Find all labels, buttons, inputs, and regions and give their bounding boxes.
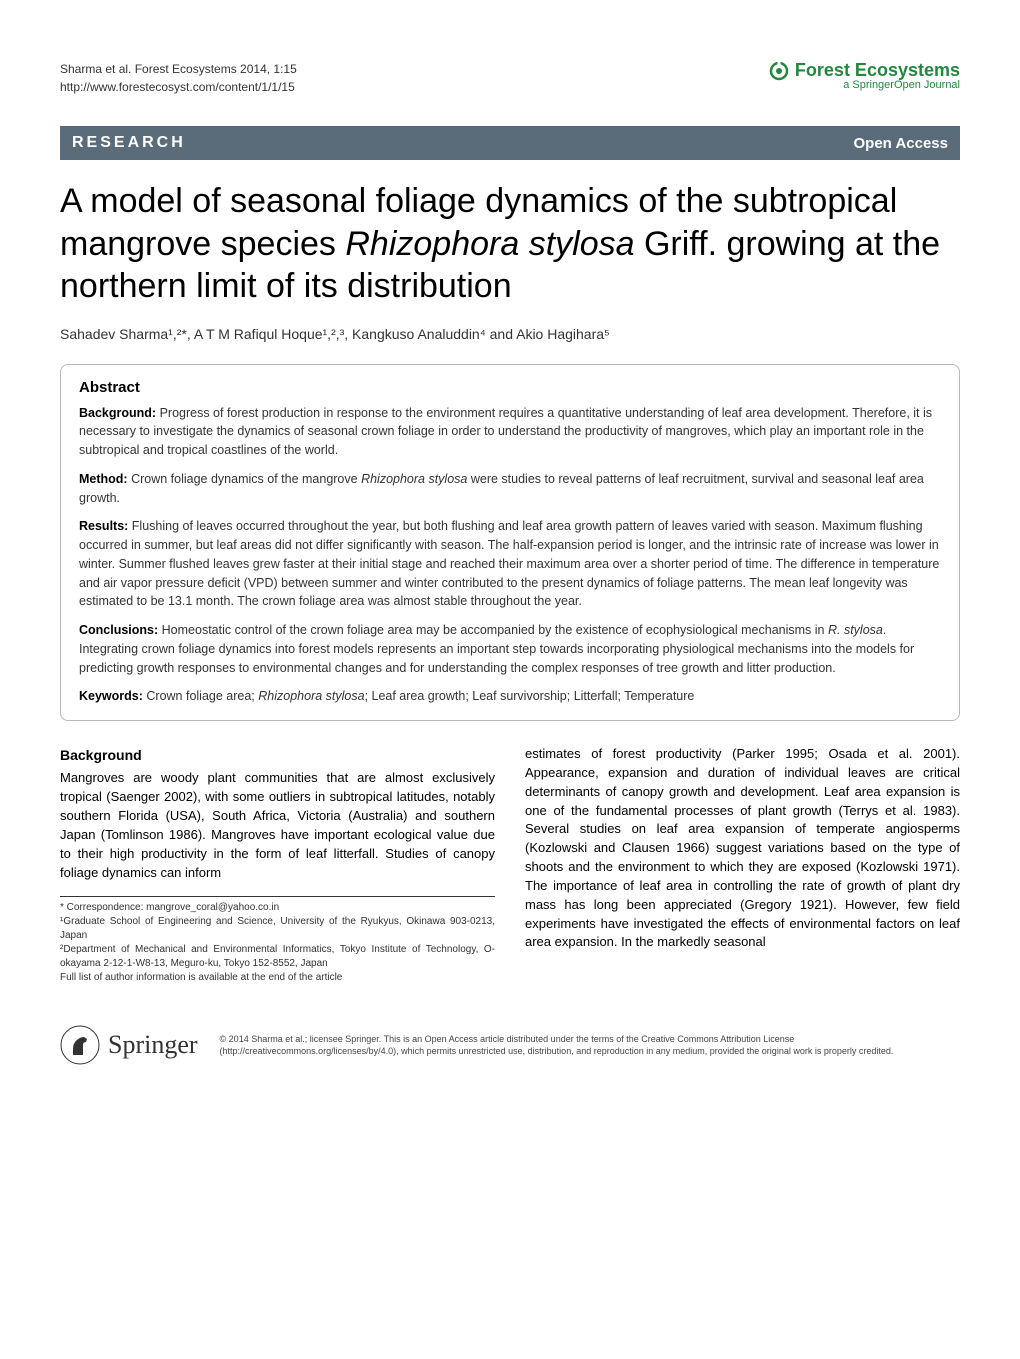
abstract-results-label: Results: (79, 519, 128, 533)
abstract-keywords-italic: Rhizophora stylosa (258, 689, 364, 703)
abstract-conclusions-italic: R. stylosa (828, 623, 883, 637)
column-right: estimates of forest productivity (Parker… (525, 745, 960, 985)
article-title: A model of seasonal foliage dynamics of … (60, 180, 960, 308)
springer-logo: Springer (60, 1025, 198, 1065)
abstract-method-label: Method: (79, 472, 128, 486)
title-italic: Rhizophora stylosa (345, 225, 634, 263)
abstract-results: Results: Flushing of leaves occurred thr… (79, 517, 941, 611)
abstract-background-text: Progress of forest production in respons… (79, 406, 932, 458)
article-type-bar: RESEARCH Open Access (60, 126, 960, 160)
column2-text: estimates of forest productivity (Parker… (525, 745, 960, 952)
header: Sharma et al. Forest Ecosystems 2014, 1:… (60, 60, 960, 96)
abstract-keywords-before: Crown foliage area; (143, 689, 258, 703)
abstract-box: Abstract Background: Progress of forest … (60, 364, 960, 722)
publisher-name: Springer (108, 1030, 198, 1060)
open-access-label: Open Access (854, 135, 949, 152)
springer-horse-icon (60, 1025, 100, 1065)
affiliation-2: ²Department of Mechanical and Environmen… (60, 943, 495, 971)
footer: Springer © 2014 Sharma et al.; licensee … (60, 1013, 960, 1065)
affiliation-1: ¹Graduate School of Engineering and Scie… (60, 915, 495, 943)
abstract-conclusions-label: Conclusions: (79, 623, 158, 637)
citation-line: Sharma et al. Forest Ecosystems 2014, 1:… (60, 60, 297, 78)
open-access-icon (769, 61, 789, 81)
abstract-results-text: Flushing of leaves occurred throughout t… (79, 519, 939, 608)
abstract-background: Background: Progress of forest productio… (79, 404, 941, 460)
abstract-method: Method: Crown foliage dynamics of the ma… (79, 470, 941, 508)
journal-title: Forest Ecosystems (795, 60, 960, 81)
abstract-keywords: Keywords: Crown foliage area; Rhizophora… (79, 687, 941, 706)
abstract-method-text-before: Crown foliage dynamics of the mangrove (128, 472, 361, 486)
header-citation: Sharma et al. Forest Ecosystems 2014, 1:… (60, 60, 297, 96)
column1-text: Mangroves are woody plant communities th… (60, 769, 495, 882)
license-text: © 2014 Sharma et al.; licensee Springer.… (220, 1033, 960, 1058)
abstract-keywords-label: Keywords: (79, 689, 143, 703)
footnotes: * Correspondence: mangrove_coral@yahoo.c… (60, 896, 495, 985)
abstract-keywords-after: ; Leaf area growth; Leaf survivorship; L… (365, 689, 695, 703)
body-columns: Background Mangroves are woody plant com… (60, 745, 960, 985)
abstract-heading: Abstract (79, 379, 941, 396)
url-line: http://www.forestecosyst.com/content/1/1… (60, 78, 297, 96)
correspondence-line: * Correspondence: mangrove_coral@yahoo.c… (60, 901, 495, 915)
background-heading: Background (60, 745, 495, 765)
full-author-info: Full list of author information is avail… (60, 971, 495, 985)
abstract-background-label: Background: (79, 406, 156, 420)
abstract-method-italic: Rhizophora stylosa (361, 472, 467, 486)
abstract-conclusions: Conclusions: Homeostatic control of the … (79, 621, 941, 677)
article-type-label: RESEARCH (72, 134, 186, 152)
authors-line: Sahadev Sharma¹,²*, A T M Rafiqul Hoque¹… (60, 326, 960, 342)
column-left: Background Mangroves are woody plant com… (60, 745, 495, 985)
journal-logo: Forest Ecosystems (769, 60, 960, 81)
page-container: Sharma et al. Forest Ecosystems 2014, 1:… (0, 0, 1020, 1105)
header-journal: Forest Ecosystems a SpringerOpen Journal (769, 60, 960, 91)
abstract-conclusions-text-before: Homeostatic control of the crown foliage… (158, 623, 828, 637)
